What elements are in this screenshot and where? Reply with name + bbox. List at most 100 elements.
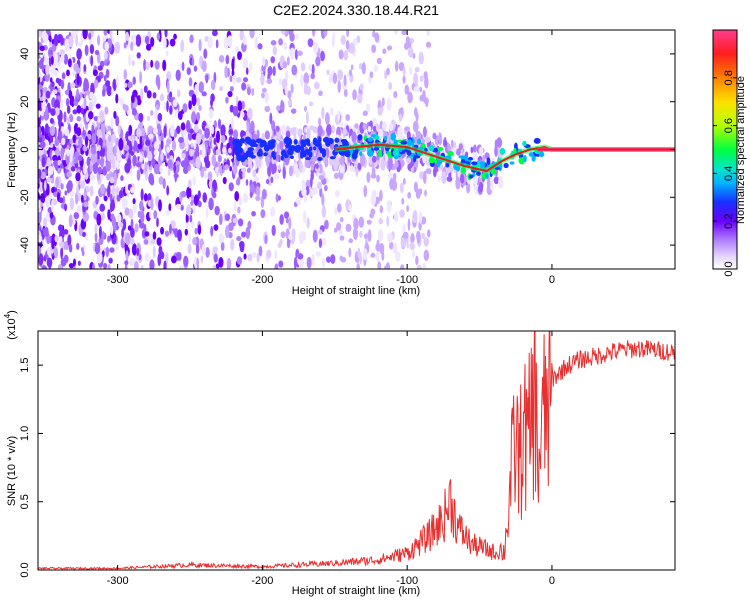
- spectrogram-cell: [326, 123, 332, 136]
- page-title: C2E2.2024.330.18.44.R21: [273, 2, 439, 18]
- spectrogram-cell: [50, 108, 56, 117]
- spectrogram-cell: [67, 58, 72, 68]
- spectrogram-cell: [312, 155, 318, 162]
- spectrogram-cell: [478, 182, 484, 190]
- spectrogram-cell: [109, 247, 115, 253]
- spectrogram-cell: [76, 204, 82, 214]
- spectrogram-cell: [294, 49, 298, 61]
- spectrogram-cell: [301, 179, 306, 189]
- spectrogram-cell: [323, 30, 328, 37]
- spectrogram-cell: [66, 105, 71, 114]
- spectrogram-cell: [188, 196, 192, 203]
- spectrogram-cell: [169, 105, 173, 115]
- spectrogram-cell: [147, 151, 153, 162]
- spectrogram-cell: [424, 97, 429, 105]
- spectrogram-cell: [415, 255, 419, 266]
- spectrogram-ridge-cell: [334, 137, 340, 143]
- spectrogram-cell: [264, 130, 270, 138]
- spectrogram-ridge-cell: [393, 139, 398, 145]
- spectrogram-cell: [300, 73, 304, 87]
- spectrogram-ridge-cell: [522, 140, 527, 147]
- spectrogram-cell: [246, 167, 251, 173]
- spectrogram-cell: [176, 164, 180, 174]
- spectrogram-cell: [124, 198, 128, 207]
- spectrogram-cell: [280, 30, 286, 35]
- spectrogram-cell: [404, 84, 410, 95]
- spectrogram-cell: [127, 81, 133, 89]
- spectrogram-cell: [211, 154, 217, 167]
- spectrogram-cell: [158, 176, 164, 185]
- spectrogram-cell: [237, 176, 241, 184]
- spectrogram-cell: [108, 134, 112, 143]
- spectrogram-cell: [343, 74, 347, 87]
- spectrogram-ridge-cell: [313, 146, 317, 151]
- spectrogram-cell: [400, 264, 405, 269]
- spectrogram-cell: [82, 161, 87, 175]
- spectrogram-cell: [318, 229, 323, 235]
- spectrogram-cell: [260, 209, 266, 219]
- spectrogram-cell: [271, 120, 276, 131]
- spectrogram-cell: [371, 44, 377, 54]
- spectrogram-cell: [247, 156, 253, 168]
- spectrogram-cell: [376, 239, 380, 253]
- spectrogram-cell: [229, 166, 232, 172]
- spectrogram-cell: [376, 57, 382, 65]
- colorbar-tick-label: 0.4: [723, 166, 735, 181]
- spectrogram-cell: [162, 178, 166, 190]
- spectrogram-cell: [328, 73, 333, 84]
- spectrogram-cell: [80, 107, 85, 115]
- spectrogram-cell: [169, 91, 173, 99]
- y-tick-label: -20: [19, 189, 31, 205]
- spectrogram-cell: [218, 55, 225, 63]
- spectrogram-cell: [49, 77, 53, 84]
- spectrogram-ridge-cell: [305, 149, 310, 153]
- spectrogram-cell: [382, 48, 387, 55]
- spectrogram-cell: [348, 238, 354, 244]
- spectrogram-ridge-cell: [447, 150, 454, 157]
- spectrogram-cell: [493, 176, 500, 185]
- spectrogram-cell: [343, 88, 348, 98]
- spectrogram-cell: [118, 190, 123, 199]
- spectrogram-cell: [304, 159, 310, 168]
- spectrogram-cell: [376, 174, 380, 183]
- spectrogram-cell: [68, 35, 74, 48]
- spectrogram-cell: [176, 125, 181, 135]
- snr-scale-factor-exponent: 4: [3, 313, 12, 318]
- spectrogram-cell: [38, 212, 42, 224]
- spectrogram-cell: [60, 147, 64, 160]
- spectrogram-cell: [198, 81, 204, 92]
- spectrogram-cell: [187, 243, 192, 254]
- spectrogram-cell: [401, 30, 408, 36]
- spectrogram-cell: [261, 188, 267, 200]
- spectrogram-cell: [224, 213, 231, 221]
- spectrogram-ridge-cell: [509, 161, 515, 165]
- spectrogram-cell: [231, 69, 235, 77]
- spectrogram-cell: [64, 190, 68, 196]
- spectrogram-cell: [220, 124, 226, 137]
- spectrogram-cell: [331, 125, 335, 132]
- spectrogram-cell: [288, 165, 294, 177]
- spectrogram-cell: [321, 257, 326, 268]
- spectrogram-cell: [49, 125, 56, 137]
- spectrogram-cell: [186, 222, 190, 229]
- spectrogram-cell: [245, 67, 249, 75]
- spectrogram-cell: [181, 152, 186, 159]
- spectrogram-cell: [61, 137, 66, 146]
- spectrogram-cell: [69, 153, 73, 163]
- spectrogram-cell: [96, 252, 102, 264]
- spectrogram-cell: [172, 99, 178, 107]
- spectrogram-cell: [104, 41, 110, 51]
- spectrogram-cell: [184, 228, 189, 236]
- spectrogram-cell: [218, 232, 225, 245]
- spectrogram-cell: [378, 128, 384, 139]
- spectrogram-cell: [38, 160, 42, 170]
- spectrogram-cell: [369, 120, 373, 129]
- spectrogram-cell: [407, 218, 411, 232]
- spectrogram-cell: [250, 120, 255, 133]
- spectrogram-cell: [72, 109, 78, 115]
- spectrogram-ridge-cell: [390, 132, 397, 141]
- spectrogram-cell: [192, 176, 196, 186]
- spectrogram-cell: [207, 35, 213, 49]
- spectrogram-cell: [154, 108, 159, 121]
- spectrogram-cell: [201, 91, 207, 97]
